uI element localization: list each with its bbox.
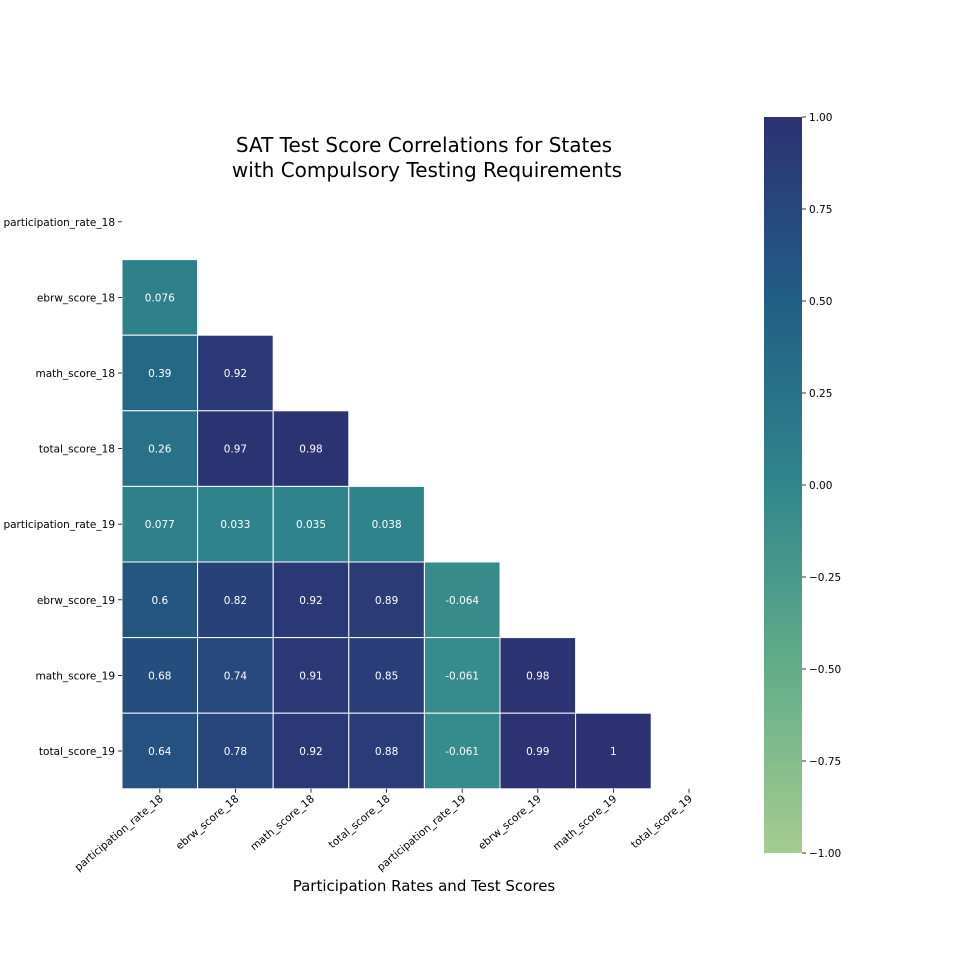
y-axis-ticks: participation_rate_18 ebrw_score_18 math_s… [3, 217, 122, 758]
heatmap-cell-label: 0.97 [224, 444, 247, 456]
colorbar-tick-label: −0.25 [809, 572, 841, 584]
heatmap-cell-participation_rate_19-total_score_18 [348, 485, 425, 563]
heatmap-cell-total_score_19-ebrw_score_18 [197, 712, 274, 790]
heatmap-cell-math_score_19-math_score_18 [272, 637, 350, 714]
x-tick-label: math_score_18 [248, 793, 317, 853]
x-tick-label: ebrw_score_19 [476, 793, 544, 852]
heatmap-cell-ebrw_score_18-participation_rate_18 [121, 259, 199, 336]
colorbar-tick-label: 0.00 [809, 480, 832, 492]
heatmap-cell-label: 0.26 [148, 444, 172, 456]
heatmap-cell-total_score_19-participation_rate_18 [121, 712, 199, 790]
heatmap-cell-total_score_18-math_score_18 [272, 410, 350, 487]
heatmap-cell-label: 0.99 [526, 746, 549, 758]
heatmap-cell-label: 0.92 [299, 595, 322, 607]
x-tick-label: math_score_19 [551, 793, 620, 853]
y-tick-label: total_score_19 [39, 746, 115, 758]
x-tick-label: ebrw_score_18 [174, 793, 242, 852]
y-tick-label: total_score_18 [39, 444, 115, 456]
heatmap-cell-ebrw_score_19-math_score_18 [272, 561, 350, 639]
heatmap-cell-label: 0.74 [224, 670, 248, 682]
y-tick-label: math_score_19 [35, 670, 115, 682]
heatmap-cell-label: -0.061 [445, 746, 479, 758]
x-tick-label: participation_rate_18 [73, 793, 166, 874]
heatmap-cell-label: 0.64 [148, 746, 172, 758]
x-axis-ticks: participation_rate_18 ebrw_score_18 math_s… [73, 788, 695, 874]
colorbar-tick-label: 0.25 [809, 388, 832, 400]
heatmap-cell-total_score_19-total_score_18 [348, 712, 425, 790]
heatmap-cell-participation_rate_19-ebrw_score_18 [197, 485, 274, 563]
heatmap-cell-label: 0.82 [224, 595, 247, 607]
y-tick-label: ebrw_score_19 [37, 595, 115, 607]
y-tick-label: participation_rate_18 [3, 217, 115, 229]
x-tick-label: total_score_18 [327, 793, 393, 851]
heatmap-cell-label: -0.061 [445, 670, 479, 682]
heatmap-cell-math_score_18-participation_rate_18 [121, 334, 199, 412]
heatmap-cell-label: 0.85 [375, 670, 398, 682]
heatmap-cell-ebrw_score_19-ebrw_score_18 [197, 561, 274, 639]
heatmap-cell-label: 0.78 [224, 746, 247, 758]
heatmap-cell-label: 0.077 [145, 519, 175, 531]
y-tick-label: participation_rate_19 [3, 519, 115, 531]
colorbar-tick-label: 0.50 [809, 296, 832, 308]
colorbar-tick-label: 0.75 [809, 204, 832, 216]
heatmap-cell-ebrw_score_19-total_score_18 [348, 561, 425, 639]
heatmap-cell-label: 0.6 [151, 595, 168, 607]
heatmap-cell-label: 0.89 [375, 595, 398, 607]
colorbar-tick-label: −0.75 [809, 756, 841, 768]
chart-title-line-1: SAT Test Score Correlations for States [236, 133, 612, 157]
heatmap-cell-total_score_18-ebrw_score_18 [197, 410, 274, 487]
heatmap-cell-total_score_19-math_score_19 [575, 712, 652, 790]
heatmap-cell-label: -0.064 [445, 595, 479, 607]
heatmap-cell-math_score_19-total_score_18 [348, 637, 425, 714]
heatmap-cell-math_score_19-ebrw_score_19 [499, 637, 577, 714]
heatmap-cell-labels: 0.076 0.39 0.92 0.26 0.97 0.98 0.077 0.033 0.035… [145, 292, 617, 758]
x-tick-label: total_score_19 [629, 793, 695, 851]
heatmap-cell-label: 0.88 [375, 746, 398, 758]
heatmap-cell-label: 0.035 [296, 519, 326, 531]
colorbar-tick-label: 1.00 [809, 112, 832, 124]
heatmap-cell-label: 0.033 [220, 519, 250, 531]
heatmap-cell-label: 0.68 [148, 670, 171, 682]
heatmap-cell-label: 0.91 [299, 670, 322, 682]
heatmap-cell-label: 1 [610, 746, 617, 758]
y-tick-label: math_score_18 [35, 368, 115, 380]
heatmap-cell-ebrw_score_19-participation_rate_19 [423, 561, 501, 639]
heatmap-cells [121, 259, 652, 790]
colorbar-tick-label: −1.00 [809, 848, 841, 860]
y-tick-label: ebrw_score_18 [37, 292, 115, 304]
heatmap-cell-label: 0.038 [372, 519, 402, 531]
heatmap-cell-total_score_19-ebrw_score_19 [499, 712, 577, 790]
heatmap-cell-label: 0.92 [299, 746, 322, 758]
colorbar-tick-label: −0.50 [809, 664, 841, 676]
x-axis-label: Participation Rates and Test Scores [293, 877, 556, 895]
heatmap-cell-label: 0.98 [526, 670, 549, 682]
heatmap-cell-math_score_19-participation_rate_19 [423, 637, 501, 714]
heatmap-cell-label: 0.92 [224, 368, 247, 380]
heatmap-cell-math_score_19-ebrw_score_18 [197, 637, 274, 714]
heatmap-cell-label: 0.076 [145, 292, 175, 304]
colorbar: 1.00 0.75 0.50 0.25 0.00 −0.25 −0.50 −0.75 −1.00 [764, 112, 841, 860]
heatmap-cell-total_score_18-participation_rate_18 [121, 410, 199, 487]
chart-title-line-2: with Compulsory Testing Requirements [232, 158, 622, 182]
heatmap-cell-math_score_18-ebrw_score_18 [197, 334, 274, 412]
heatmap-cell-label: 0.98 [299, 444, 322, 456]
heatmap-cell-label: 0.39 [148, 368, 171, 380]
colorbar-gradient [764, 117, 802, 853]
